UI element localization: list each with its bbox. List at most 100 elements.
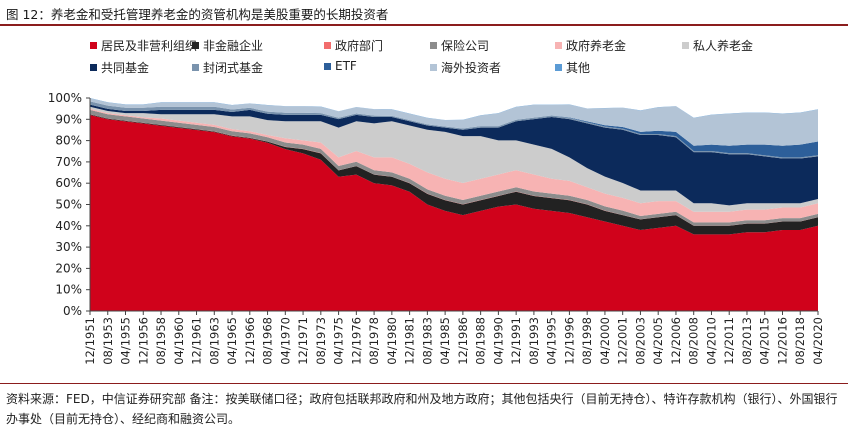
area-series bbox=[90, 101, 818, 158]
x-tick-label: 08/1973 bbox=[314, 317, 328, 365]
y-tick-label: 50% bbox=[55, 198, 82, 212]
x-tick-label: 12/2001 bbox=[616, 317, 630, 365]
x-tick-label: 08/2003 bbox=[633, 317, 647, 365]
legend-item: ETF bbox=[324, 59, 357, 73]
y-tick-label: 60% bbox=[55, 176, 82, 190]
legend-swatch bbox=[682, 42, 689, 49]
legend-label: 居民及非营利组织 bbox=[101, 39, 198, 53]
x-tick-label: 08/2008 bbox=[687, 317, 701, 365]
area-series bbox=[90, 104, 818, 206]
x-tick-label: 12/1971 bbox=[296, 317, 310, 365]
y-tick-label: 0% bbox=[63, 304, 82, 318]
legend-item: 共同基金 bbox=[90, 59, 149, 76]
legend-label: 海外投资者 bbox=[441, 61, 502, 75]
area-series bbox=[90, 108, 818, 223]
x-tick-label: 12/1991 bbox=[509, 317, 523, 365]
x-tick-label: 08/1998 bbox=[580, 317, 594, 365]
x-tick-label: 12/1966 bbox=[243, 317, 257, 365]
x-tick-label: 04/1960 bbox=[172, 317, 186, 365]
y-tick-label: 80% bbox=[55, 134, 82, 148]
y-tick-label: 100% bbox=[48, 91, 82, 105]
legend-swatch bbox=[555, 42, 562, 49]
legend-item: 私人养老金 bbox=[682, 37, 753, 54]
stacked-area-chart: 0% 10% 20% 30% 40% 50% 60% 70% 80% 90% 100% 12/1951… bbox=[48, 91, 825, 365]
legend-item: 居民及非营利组织 bbox=[90, 37, 197, 54]
legend-label: ETF bbox=[335, 59, 357, 73]
x-tick-label: 12/1986 bbox=[456, 317, 470, 365]
legend-label: 共同基金 bbox=[101, 61, 150, 75]
legend-label: 非金融企业 bbox=[203, 39, 264, 53]
y-tick-label: 40% bbox=[55, 219, 82, 233]
x-tick-label: 04/1985 bbox=[438, 317, 452, 365]
legend-item: 非金融企业 bbox=[192, 37, 263, 54]
x-tick-label: 04/2020 bbox=[811, 317, 825, 365]
x-tick-label: 08/1968 bbox=[261, 317, 275, 365]
legend-swatch bbox=[90, 42, 97, 49]
chart-title: 图 12：养老金和受托管理养老金的资管机构是美股重要的长期投资者 bbox=[6, 7, 389, 22]
y-tick-label: 10% bbox=[55, 283, 82, 297]
x-tick-label: 04/2000 bbox=[598, 317, 612, 365]
legend-label: 保险公司 bbox=[441, 39, 490, 53]
x-tick-label: 08/2013 bbox=[740, 317, 754, 365]
area-series bbox=[90, 115, 818, 311]
legend-label: 政府养老金 bbox=[566, 39, 627, 53]
axes-group: 0% 10% 20% 30% 40% 50% 60% 70% 80% 90% 100% 12/1951… bbox=[48, 91, 825, 365]
x-tick-label: 04/1990 bbox=[491, 317, 505, 365]
x-tick-label: 08/1983 bbox=[420, 317, 434, 365]
x-tick-label: 12/1951 bbox=[83, 317, 97, 365]
x-tick-label: 08/1993 bbox=[527, 317, 541, 365]
legend-item: 政府部门 bbox=[324, 37, 383, 54]
legend-swatch bbox=[90, 64, 97, 71]
legend-label: 政府部门 bbox=[335, 39, 384, 53]
y-tick-label: 30% bbox=[55, 240, 82, 254]
legend-label: 封闭式基金 bbox=[203, 61, 264, 75]
x-tick-label: 08/1953 bbox=[101, 317, 115, 365]
x-tick-label: 12/2011 bbox=[722, 317, 736, 365]
x-tick-label: 12/1976 bbox=[349, 317, 363, 365]
legend-swatch bbox=[192, 64, 199, 71]
x-tick-label: 04/1970 bbox=[278, 317, 292, 365]
x-tick-label: 08/1963 bbox=[207, 317, 221, 365]
legend-item: 封闭式基金 bbox=[192, 59, 263, 76]
x-tick-label: 12/1996 bbox=[562, 317, 576, 365]
x-tick-label: 04/1980 bbox=[385, 317, 399, 365]
legend-label: 其他 bbox=[566, 61, 591, 75]
legend-swatch bbox=[324, 62, 331, 70]
legend-swatch bbox=[192, 42, 199, 49]
legend-label: 私人养老金 bbox=[693, 39, 754, 53]
area-series bbox=[90, 101, 818, 159]
area-series bbox=[90, 106, 818, 212]
title-divider bbox=[0, 24, 848, 26]
legend-swatch bbox=[324, 42, 331, 49]
area-series bbox=[90, 98, 818, 146]
legend-swatch bbox=[430, 42, 437, 49]
x-tick-label: 08/1978 bbox=[367, 317, 381, 365]
x-tick-label: 04/1995 bbox=[545, 317, 559, 365]
note-divider bbox=[0, 383, 848, 384]
area-series bbox=[90, 109, 818, 226]
legend-item: 其他 bbox=[555, 59, 590, 76]
x-tick-label: 12/2016 bbox=[775, 317, 789, 365]
legend-swatch bbox=[555, 64, 562, 71]
area-series-group bbox=[90, 98, 818, 311]
x-tick-label: 08/2018 bbox=[793, 317, 807, 365]
x-tick-label: 04/2015 bbox=[758, 317, 772, 365]
x-tick-label: 08/1958 bbox=[154, 317, 168, 365]
legend-swatch bbox=[430, 64, 437, 71]
y-tick-label: 70% bbox=[55, 155, 82, 169]
x-tick-label: 08/1988 bbox=[474, 317, 488, 365]
area-series bbox=[90, 114, 818, 235]
x-tick-label: 04/2005 bbox=[651, 317, 665, 365]
x-tick-label: 12/1956 bbox=[136, 317, 150, 365]
y-tick-label: 90% bbox=[55, 112, 82, 126]
x-tick-label: 12/1981 bbox=[403, 317, 417, 365]
x-tick-label: 04/1975 bbox=[332, 317, 346, 365]
x-tick-label: 04/2010 bbox=[704, 317, 718, 365]
legend-item: 海外投资者 bbox=[430, 59, 501, 76]
x-tick-label: 04/1965 bbox=[225, 317, 239, 365]
x-tick-label: 12/2006 bbox=[669, 317, 683, 365]
x-tick-label: 12/1961 bbox=[190, 317, 204, 365]
y-tick-label: 20% bbox=[55, 261, 82, 275]
legend-item: 政府养老金 bbox=[555, 37, 626, 54]
legend-item: 保险公司 bbox=[430, 37, 489, 54]
